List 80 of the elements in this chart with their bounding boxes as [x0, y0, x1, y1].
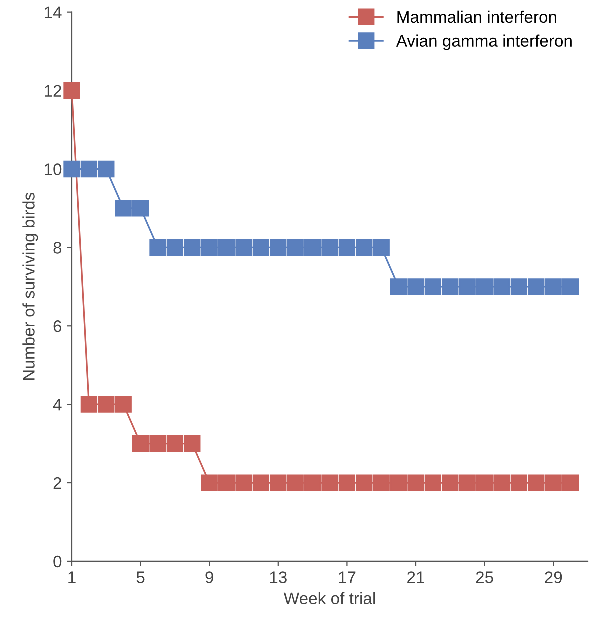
point [459, 278, 476, 296]
point [132, 200, 150, 217]
point [562, 474, 580, 492]
point [252, 474, 270, 492]
x-tick-label: 25 [476, 572, 494, 584]
point [98, 396, 115, 413]
point [270, 474, 287, 492]
y-tick-label: 6 [54, 320, 62, 332]
point [270, 239, 287, 256]
point [545, 278, 562, 296]
point [236, 239, 252, 256]
y-tick-label: 14 [45, 6, 62, 18]
point [80, 396, 98, 413]
y-tick-label: 0 [54, 556, 62, 568]
point [424, 474, 442, 492]
point [218, 239, 236, 256]
point [218, 474, 236, 492]
point [322, 239, 338, 256]
x-axis-title: Week of trial [284, 592, 376, 605]
point [476, 474, 494, 492]
point [459, 474, 476, 492]
point [201, 239, 218, 256]
point [115, 396, 132, 413]
point [494, 278, 510, 296]
y-tick-label: 2 [54, 477, 62, 490]
point [150, 435, 166, 452]
point [528, 474, 545, 492]
point [390, 278, 408, 296]
point [150, 239, 166, 256]
x-tick-label: 21 [408, 572, 424, 584]
y-tick-label: 10 [45, 164, 62, 176]
x-tick-label: 5 [136, 572, 145, 584]
point [236, 474, 252, 492]
point [166, 435, 184, 452]
point [510, 278, 528, 296]
point [338, 239, 356, 256]
y-axis-title: Number of surviving birds [22, 193, 38, 380]
point [64, 82, 80, 100]
point [545, 474, 562, 492]
point [373, 474, 390, 492]
x-tick-label: 29 [545, 572, 562, 584]
point [64, 160, 80, 178]
point [252, 239, 270, 256]
point [287, 239, 304, 256]
point [98, 160, 115, 178]
point [287, 474, 304, 492]
legend-label: Mammalian interferon [398, 10, 556, 24]
point [442, 474, 459, 492]
point [184, 435, 201, 452]
point [408, 278, 424, 296]
y-tick-label: 4 [53, 399, 62, 411]
point [338, 474, 356, 492]
point [494, 474, 510, 492]
point [166, 239, 184, 256]
y-tick-label: 12 [45, 85, 62, 97]
point [201, 474, 218, 492]
point [424, 278, 442, 296]
point [390, 474, 408, 492]
point [80, 160, 98, 178]
point [356, 474, 373, 492]
point [356, 239, 373, 256]
x-tick-label: 9 [206, 572, 214, 584]
point [304, 474, 322, 492]
point [132, 435, 150, 452]
point [476, 278, 494, 296]
x-tick-label: 1 [68, 572, 76, 584]
point [304, 239, 322, 256]
point [322, 474, 338, 492]
point [115, 200, 132, 217]
point [562, 278, 580, 296]
point [528, 278, 545, 296]
x-tick-label: 13 [270, 572, 287, 584]
x-tick-label: 17 [339, 572, 356, 584]
point [442, 278, 459, 296]
point [373, 239, 390, 256]
y-tick-label: 8 [54, 242, 62, 254]
point [184, 239, 201, 256]
point [408, 474, 424, 492]
point [510, 474, 528, 492]
legend-label: Avian gamma interferon [396, 34, 572, 50]
